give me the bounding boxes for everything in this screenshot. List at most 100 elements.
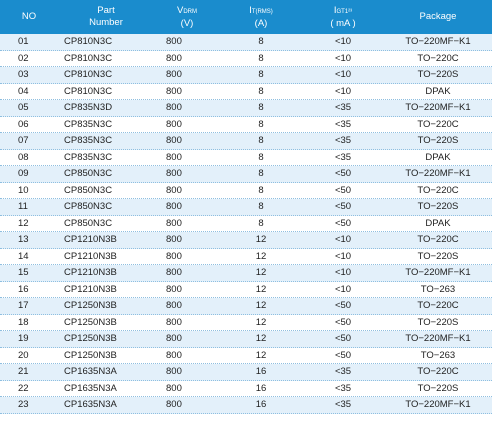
cell-package: TO−220MF−K1 (405, 168, 471, 180)
table-row: 02 CP810N3C 800 8 <10 TO−220C (0, 51, 492, 67)
cell-part-number: CP850N3C (64, 201, 113, 213)
cell-no: 17 (18, 300, 29, 312)
cell-it-rms: 8 (258, 52, 264, 64)
header-igt-symbol: IGT1²³ (302, 5, 384, 18)
cell-no: 06 (18, 118, 29, 130)
cell-igt: <35 (334, 151, 352, 163)
table-row: 13 CP1210N3B 800 12 <10 TO−220C (0, 232, 492, 249)
cell-it-rms: 8 (258, 102, 264, 114)
table-row: 08 CP835N3C 800 8 <35 DPAK (0, 150, 492, 166)
cell-vdrm: 800 (166, 36, 182, 48)
cell-igt: <10 (334, 52, 352, 64)
header-vdrm: VDRM (V) (154, 5, 220, 30)
cell-it-rms: 16 (255, 382, 267, 394)
cell-no: 12 (18, 217, 29, 229)
header-it-symbol: IT(RMS) (220, 5, 302, 18)
cell-part-number: CP810N3C (64, 69, 113, 81)
header-igt-main: I (333, 4, 337, 16)
table-row: 21 CP1635N3A 800 16 <35 TO−220C (0, 364, 492, 381)
cell-it-rms: 12 (255, 283, 267, 295)
cell-it-rms: 8 (258, 201, 264, 213)
table-row: 06 CP835N3C 800 8 <35 TO−220C (0, 117, 492, 133)
cell-vdrm: 800 (166, 399, 182, 411)
cell-it-rms: 12 (255, 316, 267, 328)
cell-no: 15 (18, 267, 29, 279)
table-body: 01 CP810N3C 800 8 <10 TO−220MF−K1 02 CP810N3C 80… (0, 34, 492, 414)
cell-igt: <35 (334, 399, 352, 411)
cell-package: DPAK (425, 151, 451, 163)
cell-package: DPAK (425, 217, 451, 229)
cell-vdrm: 800 (166, 102, 182, 114)
cell-no: 14 (18, 250, 29, 262)
cell-no: 13 (18, 234, 29, 246)
header-vdrm-main: V (176, 4, 184, 16)
cell-part-number: CP850N3C (64, 184, 113, 196)
cell-no: 19 (18, 333, 29, 345)
cell-it-rms: 8 (258, 168, 264, 180)
cell-part-number: CP810N3C (64, 36, 113, 48)
cell-vdrm: 800 (166, 333, 182, 345)
cell-vdrm: 800 (166, 184, 182, 196)
header-igt: IGT1²³ ( mA ) (302, 5, 384, 30)
cell-part-number: CP1210N3B (64, 234, 117, 246)
cell-vdrm: 800 (166, 217, 182, 229)
cell-it-rms: 12 (255, 250, 267, 262)
cell-part-number: CP835N3C (64, 118, 113, 130)
cell-no: 22 (18, 382, 29, 394)
cell-no: 20 (18, 349, 29, 361)
cell-no: 21 (18, 366, 29, 378)
cell-vdrm: 800 (166, 250, 182, 262)
cell-no: 07 (18, 135, 29, 147)
cell-vdrm: 800 (166, 316, 182, 328)
cell-no: 08 (18, 151, 29, 163)
cell-it-rms: 8 (258, 118, 264, 130)
table-row: 22 CP1635N3A 800 16 <35 TO−220S (0, 381, 492, 397)
cell-part-number: CP835N3C (64, 135, 113, 147)
cell-package: TO−220C (417, 234, 459, 246)
cell-igt: <10 (334, 283, 352, 295)
cell-package: TO−220MF−K1 (405, 36, 471, 48)
header-no: NO (0, 11, 58, 23)
cell-package: TO−220MF−K1 (405, 333, 471, 345)
cell-it-rms: 8 (258, 151, 264, 163)
cell-igt: <50 (334, 349, 352, 361)
cell-it-rms: 8 (258, 69, 264, 81)
cell-no: 18 (18, 316, 29, 328)
cell-igt: <50 (334, 168, 352, 180)
cell-vdrm: 800 (166, 349, 182, 361)
cell-it-rms: 8 (258, 36, 264, 48)
cell-package: TO−220C (417, 52, 459, 64)
table-row: 03 CP810N3C 800 8 <10 TO−220S (0, 67, 492, 84)
cell-part-number: CP1635N3A (64, 399, 117, 411)
cell-vdrm: 800 (166, 300, 182, 312)
cell-no: 10 (18, 184, 29, 196)
cell-no: 11 (18, 201, 28, 213)
cell-part-number: CP1250N3B (64, 300, 117, 312)
table-row: 17 CP1250N3B 800 12 <50 TO−220C (0, 298, 492, 315)
table-row: 12 CP850N3C 800 8 <50 DPAK (0, 216, 492, 232)
cell-package: TO−220S (417, 69, 459, 81)
cell-igt: <50 (334, 333, 352, 345)
header-igt-unit: ( mA ) (330, 17, 356, 29)
cell-igt: <10 (334, 85, 352, 97)
cell-package: TO−220C (417, 300, 459, 312)
cell-package: TO−220S (417, 135, 459, 147)
cell-package: TO−263 (420, 349, 456, 361)
cell-no: 16 (18, 283, 29, 295)
cell-igt: <50 (334, 184, 352, 196)
cell-igt: <35 (334, 382, 352, 394)
cell-it-rms: 8 (258, 184, 264, 196)
header-part-line1: Part (97, 5, 115, 16)
cell-vdrm: 800 (166, 201, 182, 213)
header-package-label: Package (419, 11, 457, 22)
cell-it-rms: 12 (255, 333, 267, 345)
cell-igt: <50 (334, 217, 352, 229)
cell-package: TO−220MF−K1 (405, 399, 471, 411)
cell-package: TO−220S (417, 250, 459, 262)
cell-part-number: CP850N3C (64, 217, 113, 229)
header-package: Package (384, 11, 492, 23)
cell-it-rms: 12 (255, 349, 267, 361)
table-row: 05 CP835N3D 800 8 <35 TO−220MF−K1 (0, 100, 492, 117)
header-part-number: Part Number (58, 5, 154, 29)
cell-vdrm: 800 (166, 52, 182, 64)
